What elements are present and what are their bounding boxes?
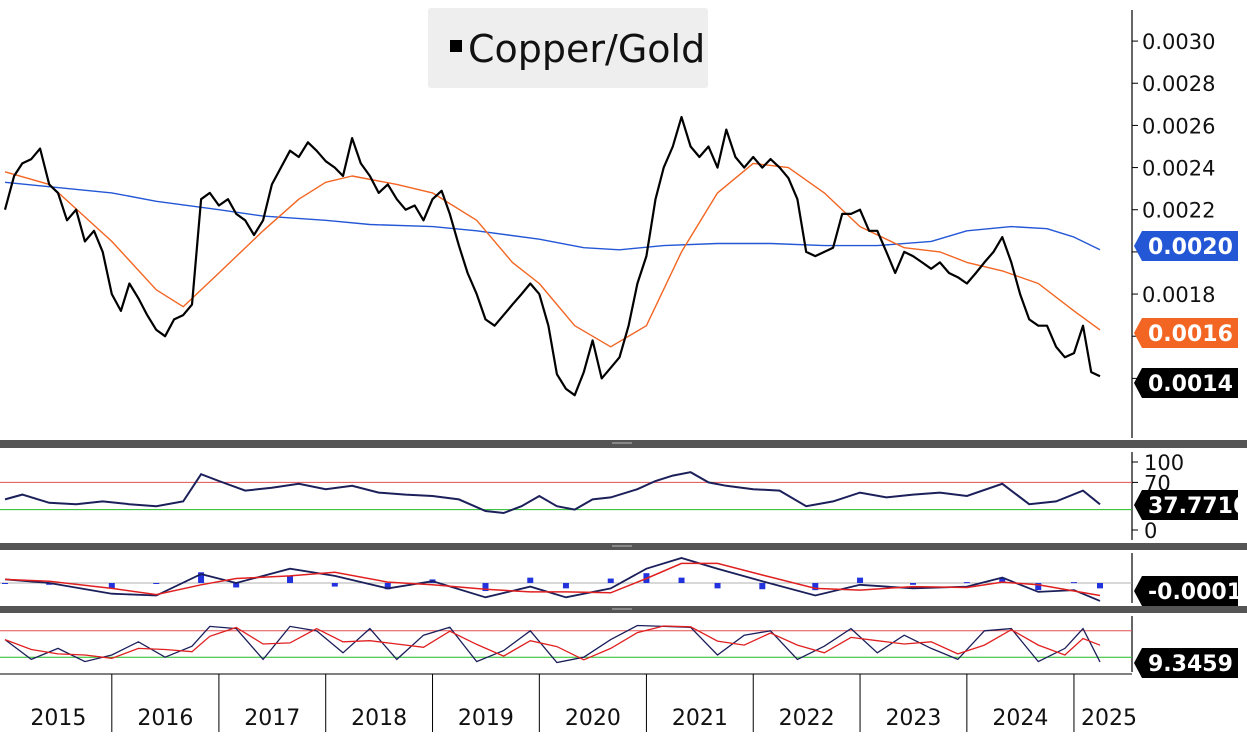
main-y-tick-label: 0.0024 [1142, 157, 1215, 181]
legend-label: Copper/Gold [468, 27, 705, 71]
value-tag-macd-bg [1134, 576, 1238, 606]
value-tag-long-ma-text: 0.0020 [1148, 235, 1233, 260]
value-tag-long-ma-bg [1134, 231, 1238, 261]
macd-hist-bar [527, 577, 534, 583]
series-line-1 [4, 162, 1101, 348]
last-value-labels: 0.0020 0.0016 0.0014 37.7716 -0.0001 9.3459 [1134, 231, 1247, 678]
macd-hist-bar [331, 583, 338, 587]
main-y-tick-label: 0.0030 [1142, 30, 1215, 54]
macd-hist-bar [2, 583, 8, 584]
x-tick-label: 2021 [672, 706, 728, 731]
macd-hist-bar [287, 575, 294, 583]
value-tag-stoch-text: 9.3459 [1148, 652, 1233, 677]
macd-hist-bar [482, 583, 489, 592]
macd-hist-bar [233, 583, 240, 588]
value-tag-rsi-bg [1134, 490, 1238, 520]
macd-hist-bar [910, 583, 917, 585]
main-y-tick-label: 0.0018 [1142, 283, 1215, 307]
macd-line [4, 557, 1101, 602]
macd-hist-bar [857, 577, 864, 583]
x-tick-label: 2017 [244, 706, 300, 731]
macd-hist-bar [562, 583, 569, 589]
x-tick-label: 2020 [565, 706, 621, 731]
value-tag-copper-gold-text: 0.0014 [1148, 372, 1233, 397]
macd-hist-bar [1070, 582, 1077, 584]
main-y-tick-label: 0.0026 [1142, 114, 1215, 138]
x-tick-label: 2022 [779, 706, 835, 731]
value-tag-short-ma-bg [1134, 318, 1238, 348]
x-tick-label: 2023 [885, 706, 941, 731]
macd-hist-bar [714, 583, 721, 589]
x-tick-label: 2019 [458, 706, 514, 731]
macd-signal-line [4, 562, 1101, 597]
value-tag-stoch-bg [1134, 648, 1238, 678]
rsi-y-tick-label: 100 [1144, 451, 1184, 475]
value-tag-copper-gold: 0.0014 [1134, 368, 1238, 398]
macd-hist-bar [198, 572, 205, 583]
x-tick-label: 2025 [1081, 706, 1137, 731]
stoch-k-line [4, 624, 1101, 664]
value-tag-rsi-text: 37.7716 [1148, 494, 1247, 519]
x-tick-label: 2018 [351, 706, 407, 731]
macd-hist-bar [963, 582, 970, 584]
x-tick-label: 2024 [992, 706, 1048, 731]
legend-marker [450, 40, 462, 52]
macd-hist-bar [153, 583, 160, 584]
macd-hist-bar [812, 583, 819, 591]
x-axis-ticks: 2015 2016 2017 2018 2019 2020 2021 2022 2023 2024… [30, 674, 1137, 732]
macd-hist-bar [1035, 583, 1042, 591]
rsi-levels [0, 481, 1132, 511]
macd-hist-bar [678, 577, 685, 583]
x-tick-label: 2016 [137, 706, 193, 731]
macd-hist-bar [759, 583, 766, 590]
x-tick-label: 2015 [30, 706, 86, 731]
panel-separator-1[interactable] [0, 440, 1247, 448]
legend-box [428, 8, 708, 88]
value-tag-copper-gold-bg [1134, 368, 1238, 398]
series-line-0 [3, 115, 1101, 397]
rsi-line [4, 471, 1101, 515]
main-y-tick-label: 0.0022 [1142, 199, 1215, 223]
rsi-y-tick-label: 0 [1144, 519, 1157, 543]
value-tag-macd: -0.0001 [1134, 576, 1242, 606]
series-line-2 [4, 181, 1101, 251]
legend[interactable]: Copper/Gold [428, 8, 708, 88]
main-y-tick-label: 0.0028 [1142, 72, 1215, 96]
macd-hist-bar [999, 578, 1006, 583]
value-tag-short-ma: 0.0016 [1134, 318, 1238, 348]
macd-hist-bar [1097, 583, 1103, 589]
value-tag-rsi: 37.7716 [1134, 490, 1247, 520]
stoch-d-line [4, 625, 1101, 661]
macd-hist-bar [607, 578, 614, 583]
stoch-levels [0, 630, 1132, 658]
value-tag-short-ma-text: 0.0016 [1148, 322, 1233, 347]
value-tag-macd-text: -0.0001 [1148, 580, 1242, 605]
value-tag-stoch: 9.3459 [1134, 648, 1238, 678]
macd-hist-bar [108, 583, 115, 589]
series-layer [3, 115, 1101, 664]
value-tag-long-ma: 0.0020 [1134, 231, 1238, 261]
macd-hist-bar [384, 583, 391, 590]
